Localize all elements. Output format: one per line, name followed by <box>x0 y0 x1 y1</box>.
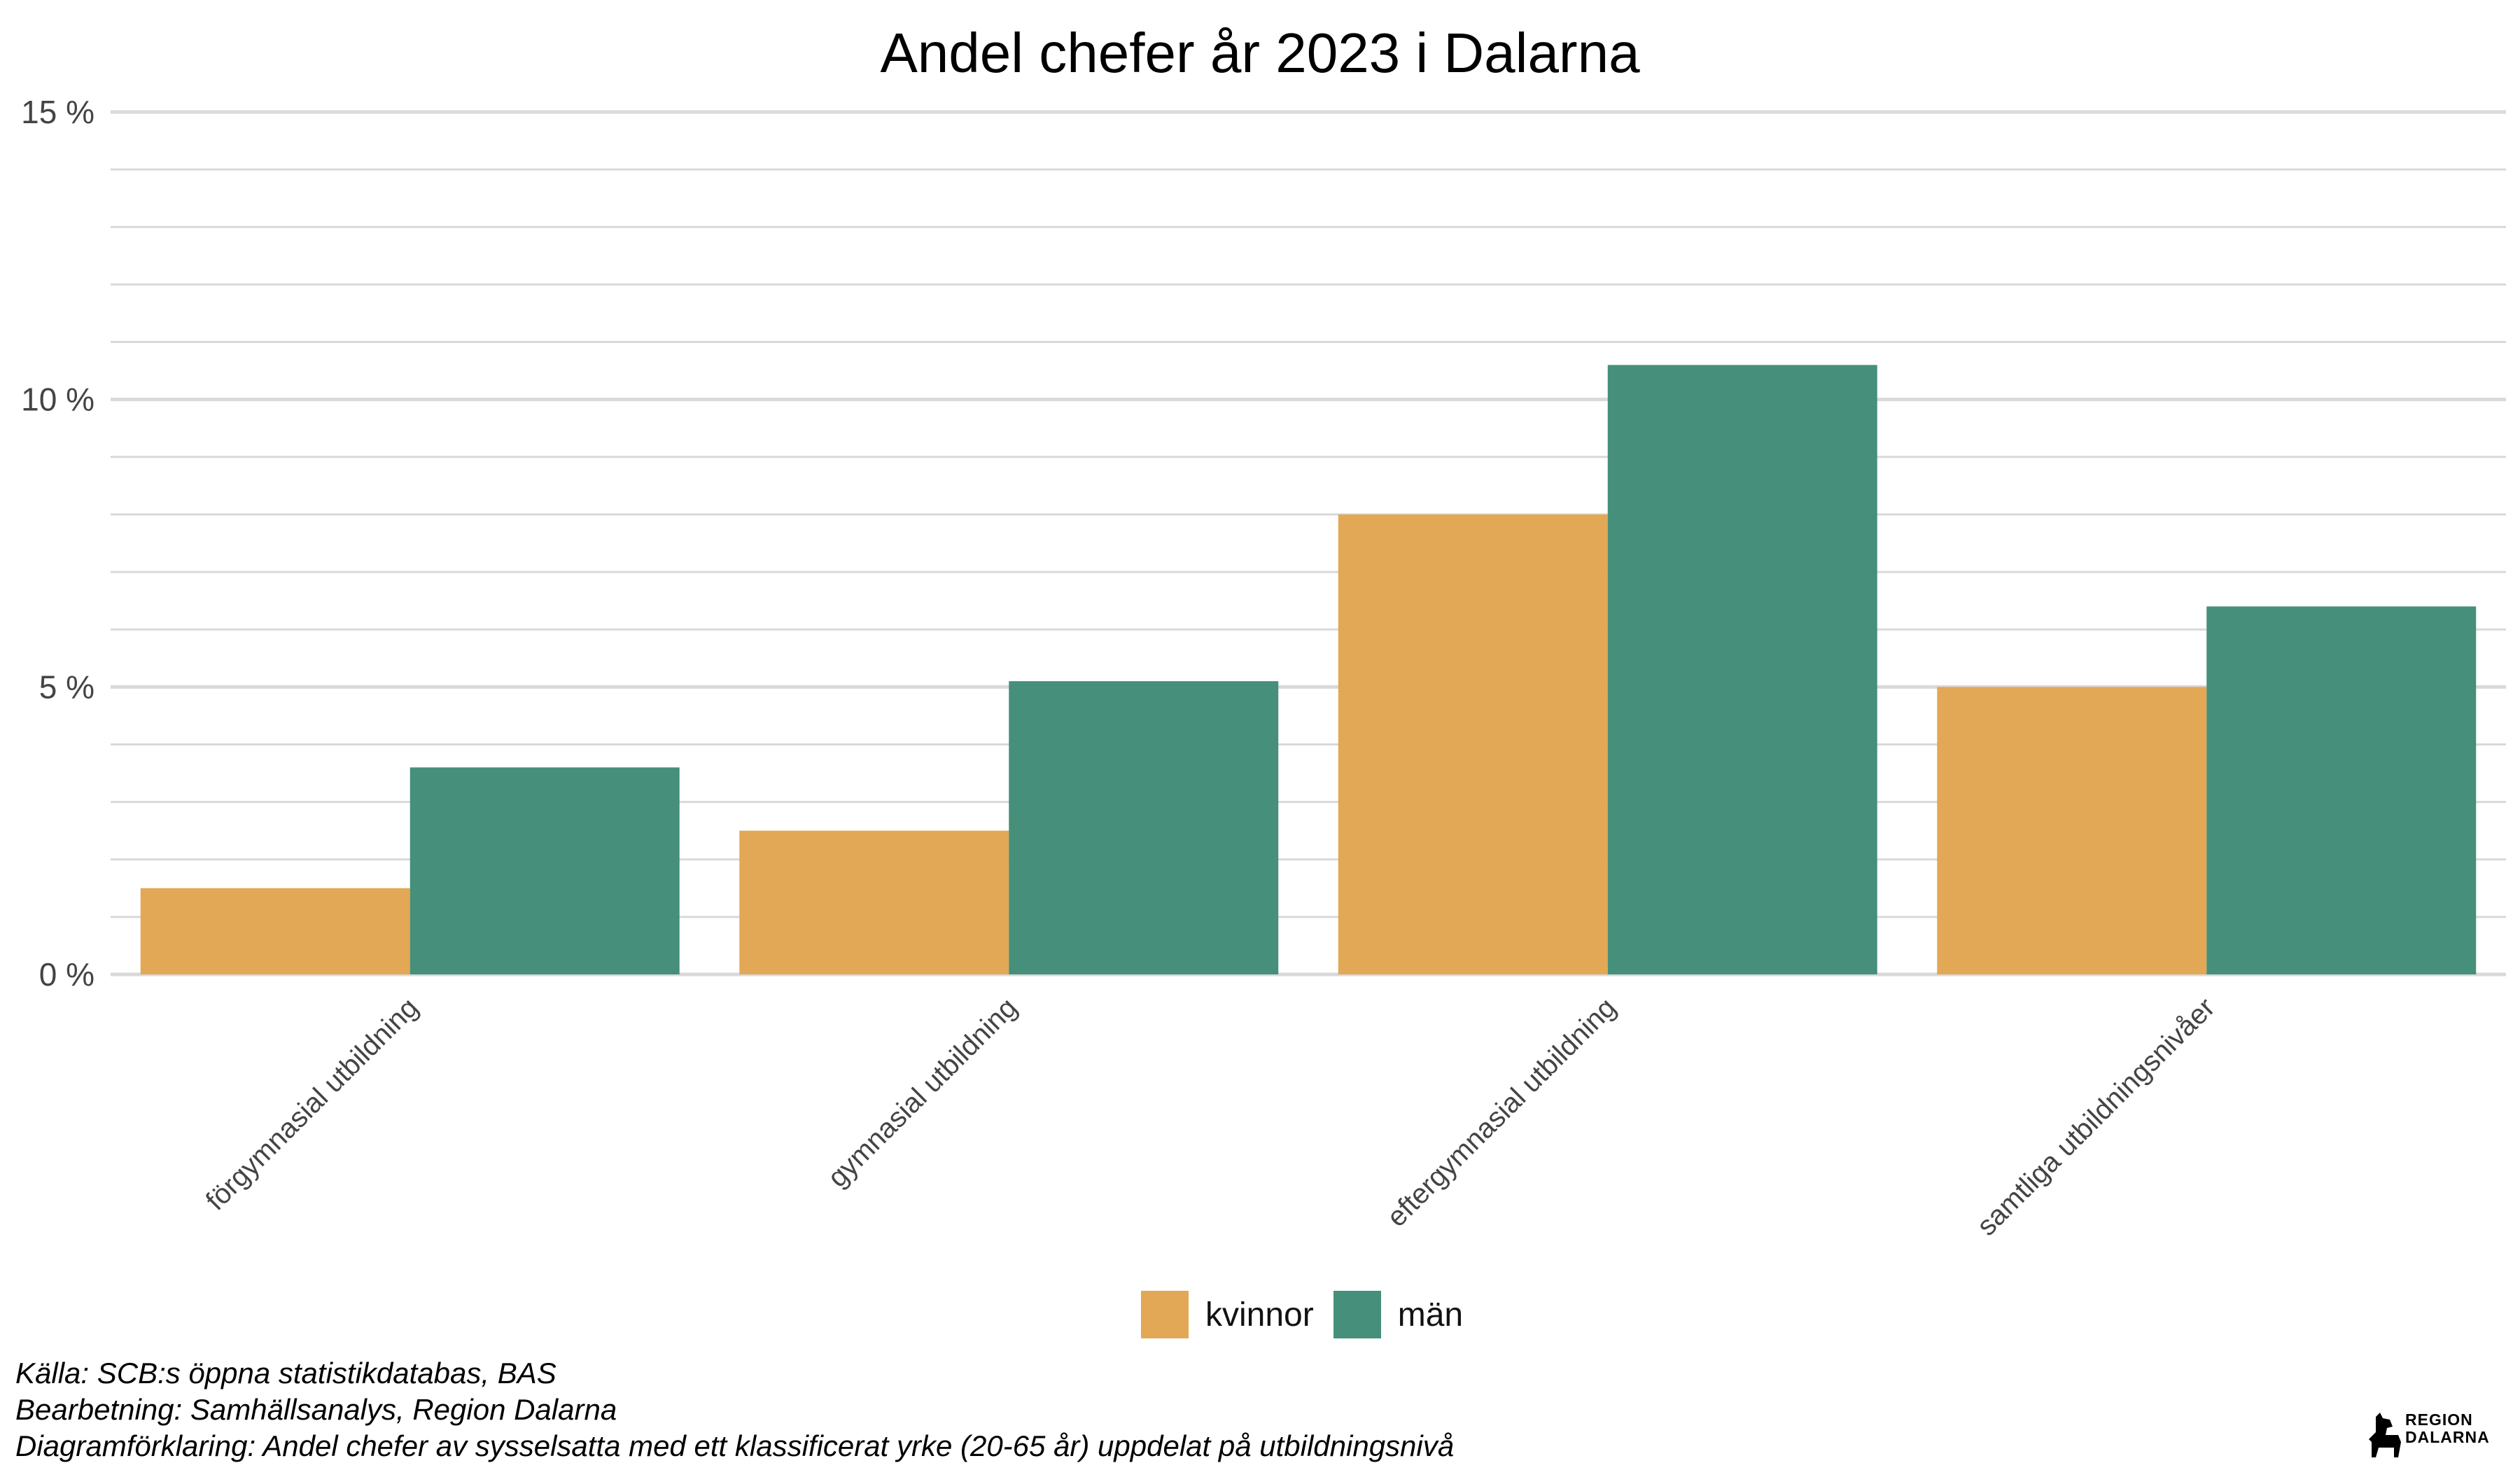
legend-swatch-man <box>1333 1291 1381 1338</box>
chart-notes: Källa: SCB:s öppna statistikdatabas, BAS… <box>15 1355 1454 1464</box>
bar-man <box>1607 365 1877 974</box>
y-tick-label: 0 % <box>39 956 94 993</box>
bar-man <box>410 767 680 974</box>
bar-kvinnor <box>739 830 1009 974</box>
bar-kvinnor <box>1338 514 1608 974</box>
source-note: Källa: SCB:s öppna statistikdatabas, BAS <box>15 1357 556 1390</box>
region-dalarna-logo: REGION DALARNA <box>2366 1407 2513 1463</box>
y-tick-label: 10 % <box>21 382 94 418</box>
x-tick-label: eftergymnasial utbildning <box>1381 992 1622 1233</box>
x-tick-label: samtliga utbildningsnivåer <box>1971 992 2221 1242</box>
chart-title: Andel chefer år 2023 i Dalarna <box>880 22 1640 84</box>
explanation-note: Diagramförklaring: Andel chefer av sysse… <box>15 1429 1455 1462</box>
bar-man <box>1009 681 1279 974</box>
x-tick-label: gymnasial utbildning <box>822 992 1023 1193</box>
bars <box>140 365 2477 974</box>
bar-man <box>2206 606 2477 974</box>
legend-item-man: män <box>1333 1291 1464 1338</box>
legend-label-kvinnor: kvinnor <box>1205 1296 1314 1334</box>
x-axis-tick-labels: förgymnasial utbildning gymnasial utbildn… <box>200 992 2221 1242</box>
logo-line-region: REGION <box>2405 1410 2473 1429</box>
y-axis-tick-labels: 0 % 5 % 10 % 15 % <box>21 94 94 993</box>
legend-item-kvinnor: kvinnor <box>1141 1291 1314 1338</box>
legend: kvinnor män <box>1141 1289 1483 1340</box>
logo-line-dalarna: DALARNA <box>2405 1428 2490 1446</box>
bar-kvinnor <box>140 888 410 974</box>
y-tick-label: 15 % <box>21 94 94 130</box>
processing-note: Bearbetning: Samhällsanalys, Region Dala… <box>15 1393 617 1426</box>
y-tick-label: 5 % <box>39 668 94 705</box>
bar-kvinnor <box>1937 687 2207 974</box>
legend-swatch-kvinnor <box>1141 1291 1189 1338</box>
dala-horse-icon <box>2369 1413 2401 1457</box>
x-tick-label: förgymnasial utbildning <box>200 992 424 1216</box>
legend-label-man: män <box>1397 1296 1464 1334</box>
